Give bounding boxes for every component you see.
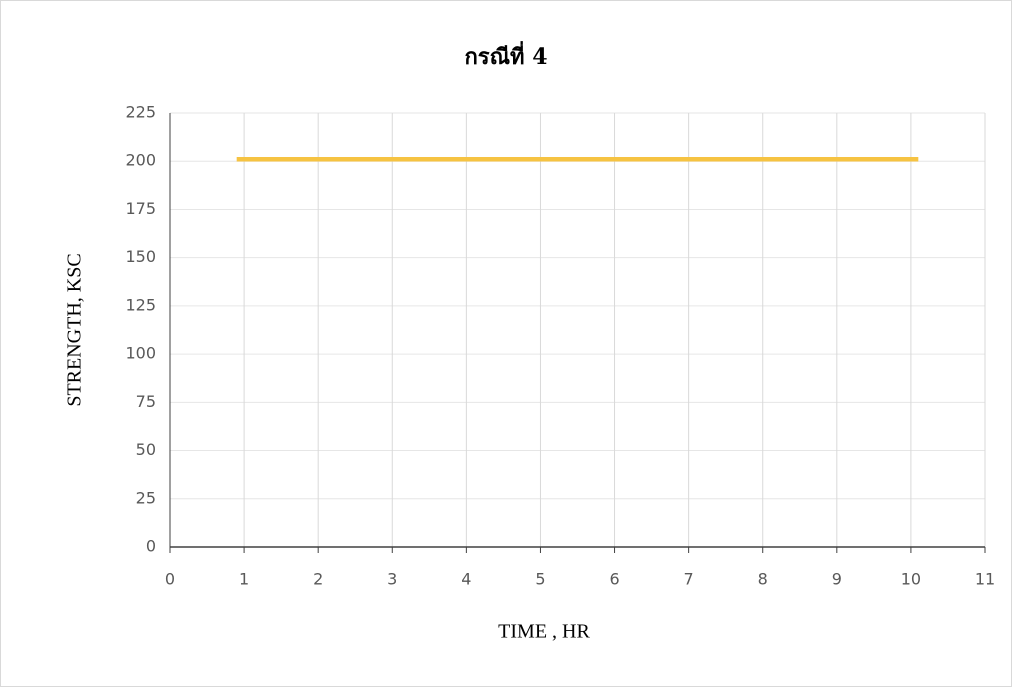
x-tick-label: 7 bbox=[684, 570, 694, 589]
x-tick-label: 9 bbox=[832, 570, 842, 589]
x-tick-label: 4 bbox=[461, 570, 471, 589]
x-tick-label: 11 bbox=[975, 570, 995, 589]
y-tick-label: 200 bbox=[125, 151, 156, 170]
y-tick-label: 100 bbox=[125, 344, 156, 363]
y-tick-label: 0 bbox=[146, 537, 156, 556]
x-axis-title: TIME , HR bbox=[498, 621, 590, 643]
y-tick-label: 50 bbox=[136, 440, 156, 459]
y-tick-label: 225 bbox=[125, 103, 156, 122]
x-tick-label: 3 bbox=[387, 570, 397, 589]
x-tick-label: 2 bbox=[313, 570, 323, 589]
x-tick-label: 6 bbox=[609, 570, 619, 589]
y-tick-label: 75 bbox=[136, 392, 156, 411]
x-tick-label: 10 bbox=[901, 570, 921, 589]
x-tick-label: 1 bbox=[239, 570, 249, 589]
chart-title: กรณีที่ 4 bbox=[464, 40, 547, 70]
y-tick-label: 25 bbox=[136, 488, 156, 507]
y-tick-label: 150 bbox=[125, 247, 156, 266]
y-axis-title: STRENGTH, KSC bbox=[64, 253, 86, 406]
y-tick-label: 175 bbox=[125, 199, 156, 218]
x-tick-label: 8 bbox=[758, 570, 768, 589]
x-tick-label: 0 bbox=[165, 570, 175, 589]
x-tick-label: 5 bbox=[535, 570, 545, 589]
y-tick-label: 125 bbox=[125, 295, 156, 314]
